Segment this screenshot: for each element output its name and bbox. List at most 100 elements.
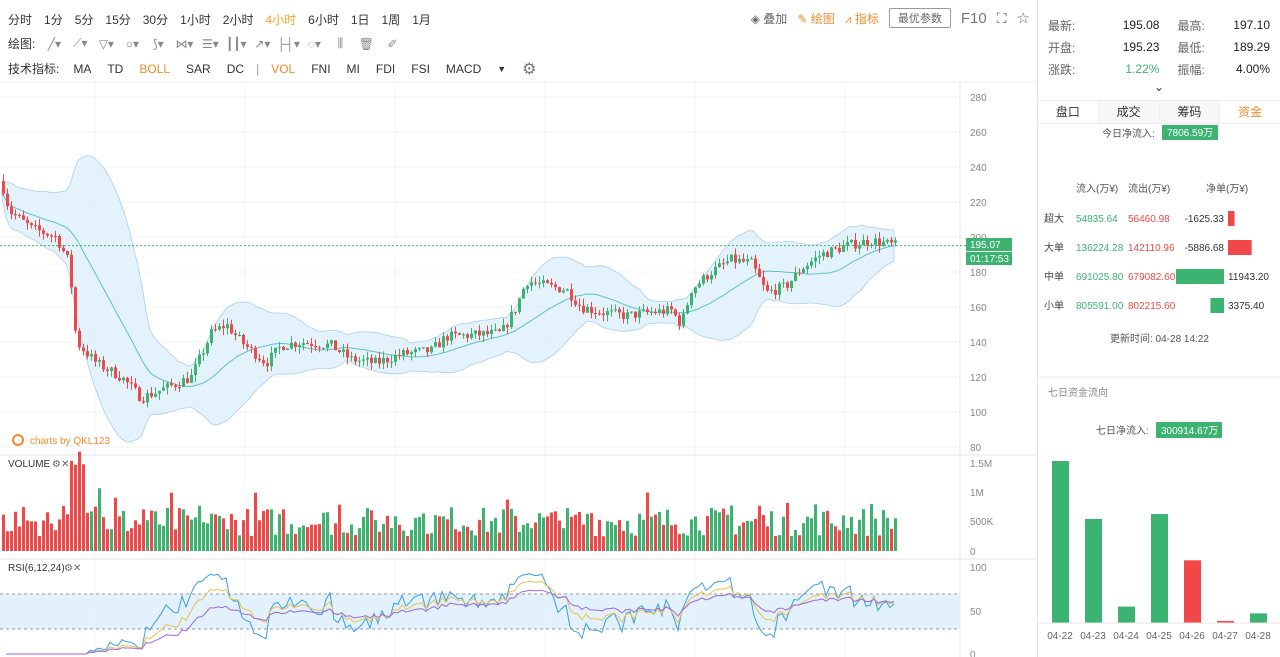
measure-tool-icon[interactable]: ├┤▾ <box>276 36 300 51</box>
volume-bar <box>718 512 721 551</box>
flow-row-net: 11943.20 <box>1228 272 1269 283</box>
tab-orderbook[interactable]: 盘口 <box>1038 101 1099 123</box>
period-6h[interactable]: 6小时 <box>308 13 339 27</box>
candle-body <box>502 325 505 332</box>
period-30m[interactable]: 30分 <box>142 13 169 27</box>
indicator-button[interactable]: ⩘ 指标 <box>845 10 879 27</box>
period-15m[interactable]: 15分 <box>105 13 131 27</box>
candle-body <box>134 383 137 388</box>
candle-body <box>46 233 49 236</box>
settings-icon[interactable]: ⚙ <box>522 60 537 78</box>
tab-funds[interactable]: 资金 <box>1220 101 1280 123</box>
candle-body <box>266 363 269 367</box>
circle-tool-icon[interactable]: ○▾ <box>125 36 139 51</box>
tab-chips[interactable]: 筹码 <box>1159 101 1221 123</box>
candle-body <box>682 313 685 326</box>
candle-body <box>402 350 405 356</box>
period-2h[interactable]: 2小时 <box>222 13 254 27</box>
volume-bar <box>126 531 129 551</box>
fib-tool-icon[interactable]: ☰▾ <box>201 36 219 51</box>
period-1m[interactable]: 1分 <box>44 13 63 27</box>
star-icon[interactable]: ☆ <box>1016 10 1030 27</box>
rsi-settings-icon[interactable]: ⚙✕ <box>64 563 81 574</box>
tab-trades[interactable]: 成交 <box>1098 101 1160 123</box>
f10-button[interactable]: F10 <box>960 9 987 27</box>
period-1w[interactable]: 1周 <box>381 13 401 27</box>
candle-body <box>306 343 309 345</box>
ind-mi[interactable]: MI <box>346 61 360 76</box>
line-tool-icon[interactable]: ╱▾ <box>47 36 61 51</box>
volume-bar <box>350 524 353 551</box>
candle-body <box>278 346 281 348</box>
ind-fdi[interactable]: FDI <box>375 61 396 76</box>
volume-bar <box>450 507 453 551</box>
trash-icon[interactable]: 🗑 <box>358 36 374 51</box>
volume-bar <box>118 516 121 551</box>
ray-tool-icon[interactable]: ⟋▾ <box>73 36 88 50</box>
candle-body <box>590 307 593 314</box>
volume-bar <box>534 522 537 551</box>
overlay-button[interactable]: ◈ 叠加 <box>751 10 788 27</box>
volume-bar <box>470 530 473 551</box>
candle-body <box>778 283 781 295</box>
volume-bar <box>746 520 749 551</box>
wave-tool-icon[interactable]: ⟆▾ <box>152 36 164 51</box>
candle-body <box>642 309 645 311</box>
flow-net-bar <box>1176 269 1224 284</box>
ind-dc[interactable]: DC <box>226 61 245 76</box>
expand-chevron-icon[interactable]: ⌄ <box>1153 80 1165 94</box>
volume-bar <box>110 529 113 551</box>
ind-vol[interactable]: VOL <box>271 61 296 76</box>
ind-fni[interactable]: FNI <box>311 61 331 76</box>
volume-bar <box>806 516 809 551</box>
candle-body <box>346 349 349 358</box>
channel-tool-icon[interactable]: ▽▾ <box>98 36 114 51</box>
gann-tool-icon[interactable]: ┃┃▾ <box>226 36 247 51</box>
fullscreen-icon[interactable]: ⛶ <box>996 9 1007 26</box>
volume-settings-icon[interactable]: ⚙✕ <box>52 459 69 470</box>
volume-bar <box>302 525 305 551</box>
ind-boll[interactable]: BOLL <box>139 61 171 76</box>
candle-body <box>386 358 389 363</box>
candle-body <box>354 356 357 362</box>
volume-bar <box>354 535 357 551</box>
candle-body <box>370 357 373 363</box>
volume-bar <box>410 529 413 551</box>
volume-bar <box>22 507 25 551</box>
flow-header-in: 流入(万¥) <box>1076 182 1118 195</box>
low-value: 189.29 <box>1233 40 1270 54</box>
volume-bar <box>550 512 553 551</box>
volume-bar <box>890 528 893 551</box>
seven-day-bar <box>1118 606 1135 623</box>
period-5m[interactable]: 5分 <box>74 13 94 27</box>
eraser-icon[interactable]: ✐ <box>387 36 398 51</box>
period-1h[interactable]: 1小时 <box>180 13 211 27</box>
period-fenshi[interactable]: 分时 <box>8 13 33 27</box>
bars-tool-icon[interactable]: ⫼ <box>337 36 344 50</box>
candle-body <box>646 309 649 313</box>
volume-bar <box>782 516 785 551</box>
draw-button[interactable]: ✎ 绘图 <box>797 10 834 27</box>
comment-tool-icon[interactable]: ◌▾ <box>307 36 321 51</box>
ind-more-icon[interactable]: ▼ <box>497 63 507 74</box>
candle-body <box>242 334 245 345</box>
ind-ma[interactable]: MA <box>73 61 92 76</box>
volume-bar <box>662 524 665 551</box>
candle-body <box>766 284 769 291</box>
volume-bar <box>414 518 417 551</box>
ind-sar[interactable]: SAR <box>186 61 211 76</box>
volume-bar <box>574 514 577 551</box>
optimal-params-button[interactable]: 最优参数 <box>888 8 951 28</box>
volume-bar <box>842 515 845 551</box>
ind-fsi[interactable]: FSI <box>411 61 430 76</box>
candle-body <box>102 360 105 370</box>
ind-td[interactable]: TD <box>107 61 124 76</box>
volume-bar <box>374 519 377 551</box>
candle-body <box>34 225 37 227</box>
arrow-tool-icon[interactable]: ↗▾ <box>254 36 271 51</box>
period-4h[interactable]: 4小时 <box>265 13 297 27</box>
pattern-tool-icon[interactable]: ⋈▾ <box>175 36 194 51</box>
period-1d[interactable]: 1日 <box>350 13 370 27</box>
ind-macd[interactable]: MACD <box>445 61 482 76</box>
period-1mo[interactable]: 1月 <box>412 13 431 27</box>
